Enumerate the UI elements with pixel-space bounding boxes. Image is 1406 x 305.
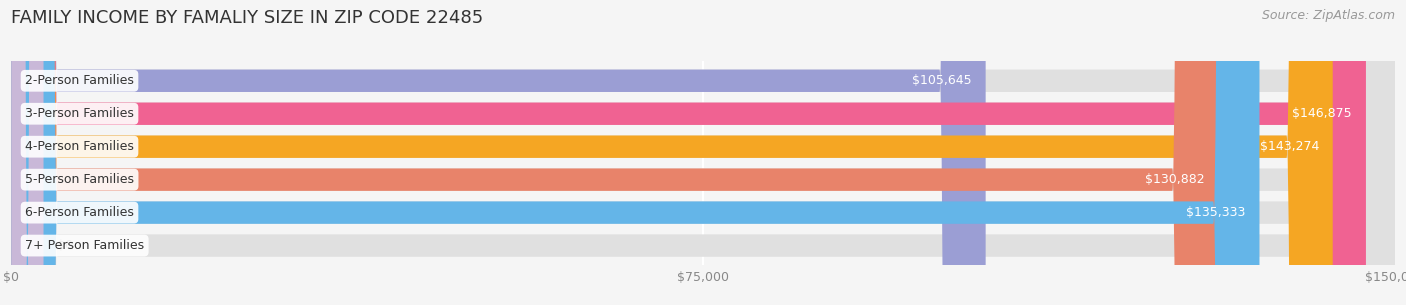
Text: Source: ZipAtlas.com: Source: ZipAtlas.com — [1261, 9, 1395, 22]
FancyBboxPatch shape — [11, 0, 1367, 305]
Text: $0: $0 — [58, 239, 73, 252]
Text: 5-Person Families: 5-Person Families — [25, 173, 134, 186]
FancyBboxPatch shape — [11, 0, 1333, 305]
Text: $135,333: $135,333 — [1187, 206, 1246, 219]
FancyBboxPatch shape — [11, 0, 986, 305]
Text: 4-Person Families: 4-Person Families — [25, 140, 134, 153]
Text: $146,875: $146,875 — [1292, 107, 1353, 120]
Text: FAMILY INCOME BY FAMALIY SIZE IN ZIP CODE 22485: FAMILY INCOME BY FAMALIY SIZE IN ZIP COD… — [11, 9, 484, 27]
FancyBboxPatch shape — [11, 0, 1395, 305]
FancyBboxPatch shape — [11, 0, 1395, 305]
FancyBboxPatch shape — [11, 0, 1395, 305]
FancyBboxPatch shape — [11, 0, 1395, 305]
Text: $143,274: $143,274 — [1260, 140, 1319, 153]
FancyBboxPatch shape — [11, 0, 1219, 305]
FancyBboxPatch shape — [11, 0, 1395, 305]
FancyBboxPatch shape — [11, 0, 44, 305]
FancyBboxPatch shape — [11, 0, 1260, 305]
Text: $105,645: $105,645 — [912, 74, 972, 87]
Text: 7+ Person Families: 7+ Person Families — [25, 239, 145, 252]
Text: $130,882: $130,882 — [1144, 173, 1205, 186]
FancyBboxPatch shape — [11, 0, 1395, 305]
Text: 3-Person Families: 3-Person Families — [25, 107, 134, 120]
Text: 6-Person Families: 6-Person Families — [25, 206, 134, 219]
Text: 2-Person Families: 2-Person Families — [25, 74, 134, 87]
